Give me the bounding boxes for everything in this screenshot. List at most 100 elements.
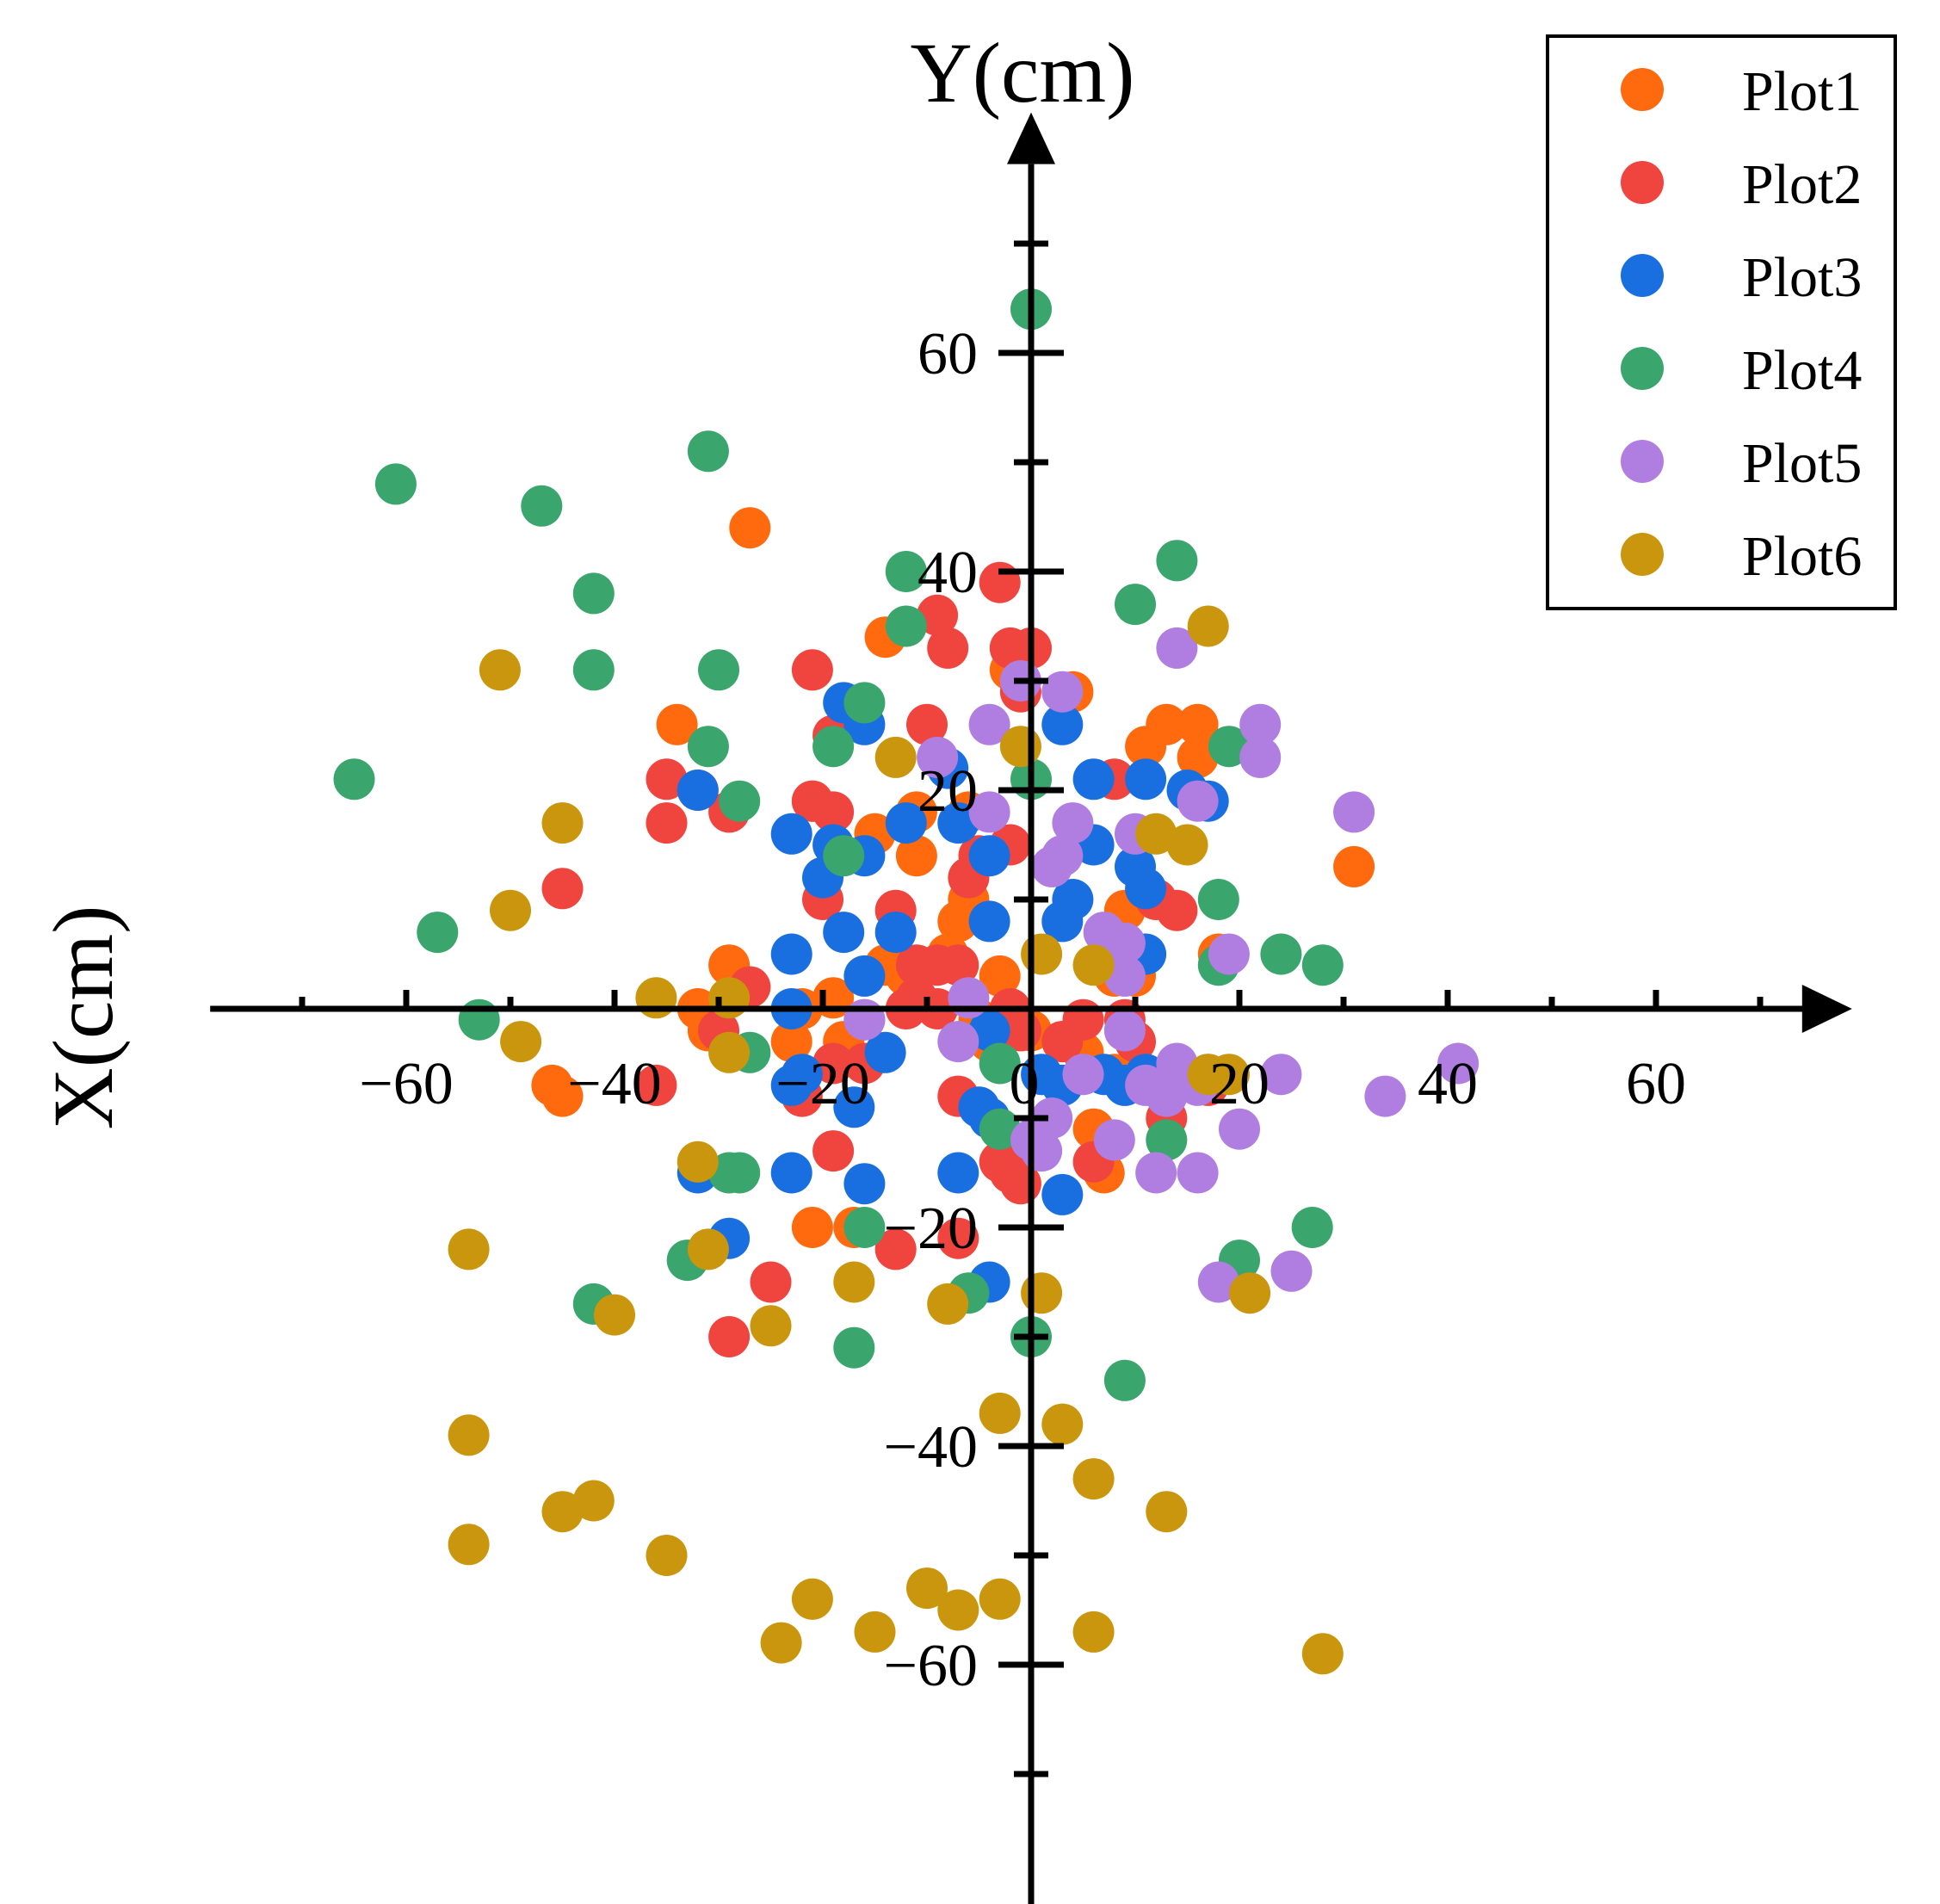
data-point-plot4-21 bbox=[458, 998, 500, 1041]
data-point-plot2-29 bbox=[1041, 1021, 1084, 1063]
legend-label-plot1: Plot1 bbox=[1742, 60, 1862, 123]
data-point-plot5-5 bbox=[968, 703, 1010, 745]
series-plot6 bbox=[448, 605, 1344, 1675]
x-tick-label-40: 40 bbox=[1418, 1051, 1478, 1117]
data-point-plot1-40 bbox=[1333, 845, 1375, 887]
data-point-plot4-3 bbox=[521, 485, 563, 527]
data-point-plot6-23 bbox=[646, 1535, 688, 1576]
data-point-plot6-8 bbox=[448, 1228, 490, 1270]
data-point-plot4-29 bbox=[843, 1207, 886, 1248]
data-point-plot5-19 bbox=[948, 977, 990, 1019]
y-tick-label--60: −60 bbox=[884, 1633, 978, 1699]
data-point-plot2-49 bbox=[541, 868, 584, 910]
data-point-plot3-4 bbox=[1072, 758, 1115, 801]
data-point-plot6-27 bbox=[906, 1567, 948, 1610]
data-point-plot5-22 bbox=[1103, 1010, 1146, 1052]
data-point-plot3-45 bbox=[1041, 1173, 1084, 1215]
data-point-plot5-8 bbox=[1333, 791, 1375, 833]
legend-marker-plot6 bbox=[1621, 533, 1664, 576]
origin-label: 0 bbox=[1010, 1051, 1040, 1117]
data-point-plot6-9 bbox=[687, 1228, 729, 1270]
data-point-plot4-23 bbox=[979, 1042, 1021, 1085]
y-tick-label-60: 60 bbox=[917, 321, 978, 387]
data-point-plot2-45 bbox=[937, 1217, 979, 1259]
data-point-plot6-38 bbox=[1021, 933, 1063, 975]
data-point-plot5-36 bbox=[1177, 1152, 1219, 1194]
data-point-plot4-11 bbox=[1115, 584, 1156, 626]
y-axis-title: Y(cm) bbox=[911, 25, 1135, 121]
x-tick-label-20: 20 bbox=[1209, 1051, 1270, 1117]
data-point-plot2-2 bbox=[927, 627, 969, 669]
data-point-plot6-37 bbox=[1072, 944, 1115, 986]
data-point-plot3-23 bbox=[874, 912, 917, 954]
data-point-plot5-18 bbox=[1208, 933, 1250, 975]
data-point-plot1-11 bbox=[895, 835, 937, 877]
data-point-plot6-11 bbox=[750, 1305, 792, 1347]
data-point-plot5-9 bbox=[968, 791, 1010, 833]
data-point-plot2-5 bbox=[791, 649, 833, 691]
data-point-plot1-26 bbox=[541, 1075, 584, 1117]
data-point-plot3-13 bbox=[885, 802, 927, 844]
data-point-plot4-12 bbox=[1156, 540, 1198, 582]
legend-marker-plot2 bbox=[1621, 161, 1664, 204]
data-point-plot6-29 bbox=[979, 1578, 1021, 1620]
data-point-plot2-32 bbox=[635, 1064, 677, 1106]
x-tick-label--60: −60 bbox=[359, 1051, 453, 1117]
data-point-plot3-41 bbox=[843, 1163, 886, 1205]
data-point-plot6-18 bbox=[1146, 1491, 1188, 1533]
data-point-plot6-35 bbox=[1135, 813, 1177, 855]
data-point-plot6-32 bbox=[874, 736, 917, 778]
data-point-plot1-43 bbox=[1125, 726, 1167, 768]
y-tick-label--40: −40 bbox=[884, 1414, 978, 1481]
data-point-plot6-6 bbox=[500, 1021, 542, 1063]
legend-marker-plot5 bbox=[1621, 440, 1664, 483]
x-axis-title: X(cm) bbox=[35, 906, 131, 1130]
data-point-plot6-40 bbox=[1187, 1054, 1229, 1096]
legend-label-plot2: Plot2 bbox=[1742, 153, 1862, 216]
data-point-plot4-9 bbox=[885, 551, 927, 592]
legend-label-plot3: Plot3 bbox=[1742, 246, 1862, 309]
data-point-plot1-13 bbox=[937, 900, 979, 943]
data-point-plot6-31 bbox=[1301, 1633, 1344, 1675]
data-point-plot5-10 bbox=[1052, 802, 1094, 844]
data-point-plot4-13 bbox=[843, 682, 886, 724]
data-point-plot6-7 bbox=[677, 1141, 719, 1183]
data-point-plot6-0 bbox=[479, 649, 521, 691]
data-point-plot5-38 bbox=[1270, 1250, 1313, 1292]
data-point-plot5-34 bbox=[1093, 1119, 1135, 1161]
data-point-plot6-21 bbox=[541, 1491, 584, 1533]
data-point-plot1-24 bbox=[770, 1021, 812, 1063]
data-point-plot3-21 bbox=[968, 900, 1010, 943]
data-point-plot2-43 bbox=[750, 1261, 792, 1303]
data-point-plot6-25 bbox=[760, 1622, 802, 1664]
x-tick-label-60: 60 bbox=[1626, 1051, 1686, 1117]
data-point-plot2-21 bbox=[895, 944, 937, 986]
data-point-plot3-25 bbox=[843, 955, 886, 997]
data-point-plot3-22 bbox=[823, 912, 865, 954]
data-point-plot6-15 bbox=[979, 1392, 1021, 1434]
data-point-plot5-30 bbox=[1219, 1108, 1260, 1150]
data-point-plot6-34 bbox=[1187, 605, 1229, 647]
data-point-plot4-36 bbox=[1260, 933, 1302, 975]
data-point-plot2-42 bbox=[874, 1228, 917, 1270]
data-point-plot2-1 bbox=[917, 594, 959, 636]
data-point-plot5-13 bbox=[1031, 845, 1073, 887]
axes-layer: −60 −40 −20 20 40 60 −60 −40 −20 20 40 60 0 Y(cm) X(cm… bbox=[35, 25, 1852, 1904]
data-point-plot1-17 bbox=[979, 955, 1021, 997]
data-point-plot3-14 bbox=[937, 802, 979, 844]
data-point-plot4-2 bbox=[374, 463, 417, 505]
data-point-plot1-36 bbox=[791, 1207, 833, 1248]
data-point-plot6-12 bbox=[833, 1261, 875, 1303]
data-point-plot4-8 bbox=[687, 726, 729, 768]
legend-marker-plot4 bbox=[1621, 347, 1664, 390]
data-point-plot4-17 bbox=[1208, 726, 1250, 768]
data-point-plot3-39 bbox=[770, 1152, 812, 1194]
data-point-plot4-5 bbox=[698, 649, 739, 691]
data-point-plot4-20 bbox=[417, 912, 459, 954]
data-point-plot6-20 bbox=[448, 1524, 490, 1566]
data-point-plot3-30 bbox=[833, 1086, 875, 1128]
data-point-plot4-30 bbox=[833, 1326, 875, 1369]
legend-label-plot5: Plot5 bbox=[1742, 432, 1862, 495]
data-point-plot3-29 bbox=[781, 1054, 823, 1096]
